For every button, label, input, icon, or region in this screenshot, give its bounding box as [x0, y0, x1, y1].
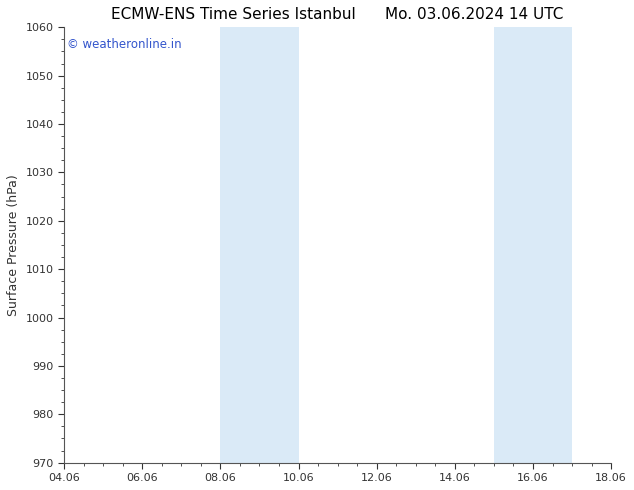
Y-axis label: Surface Pressure (hPa): Surface Pressure (hPa) — [7, 174, 20, 316]
Bar — [494, 27, 572, 463]
Title: ECMW-ENS Time Series Istanbul      Mo. 03.06.2024 14 UTC: ECMW-ENS Time Series Istanbul Mo. 03.06.… — [112, 7, 564, 22]
Bar — [221, 27, 299, 463]
Text: © weatheronline.in: © weatheronline.in — [67, 38, 181, 51]
